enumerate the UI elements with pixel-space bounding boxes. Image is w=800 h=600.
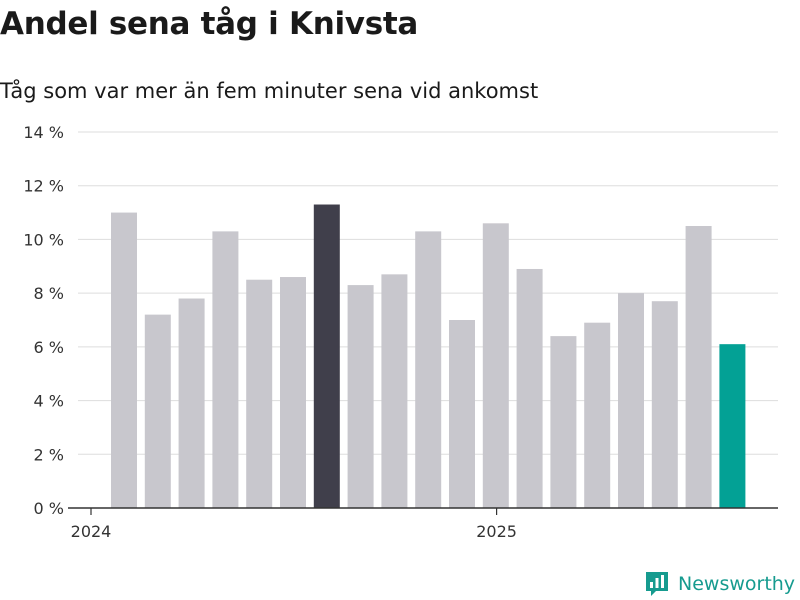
y-tick-label: 0 % <box>34 499 64 518</box>
bar-2024-10 <box>415 231 442 508</box>
y-axis-ticks: 0 % 2 % 4 % 6 % 8 % 10 % 12 % 14 % <box>23 123 64 518</box>
y-tick-label: 4 % <box>34 392 64 411</box>
bar-2024-06 <box>280 277 306 508</box>
bar-2025-05 <box>651 301 678 508</box>
bar-2025-06 <box>685 226 712 508</box>
chart-subtitle: Tåg som var mer än fem minuter sena vid … <box>0 79 539 103</box>
bar-2024-07 <box>313 204 340 508</box>
bar-2024-05 <box>246 279 273 508</box>
brand-name: Newsworthy <box>678 573 796 595</box>
y-tick-label: 6 % <box>34 338 64 357</box>
bar-2025-07 <box>719 344 746 508</box>
chart-title: Andel sena tåg i Knivsta <box>0 6 419 42</box>
bar-2024-04 <box>212 231 239 508</box>
y-tick-label: 2 % <box>34 445 64 464</box>
newsworthy-logo-icon <box>646 572 668 596</box>
bar-2025-04 <box>618 293 644 508</box>
bar-2024-09 <box>381 274 408 508</box>
brand-logo: Newsworthy <box>644 570 795 598</box>
y-tick-label: 12 % <box>23 177 64 196</box>
bars <box>111 204 746 509</box>
bar-2024-03 <box>178 298 205 508</box>
x-axis: 2024 2025 <box>68 507 778 541</box>
x-tick-label: 2025 <box>476 522 517 541</box>
bar-2025-01 <box>516 268 543 508</box>
y-tick-label: 14 % <box>23 123 64 142</box>
bar-2024-08 <box>347 285 374 508</box>
bar-2024-02 <box>144 314 171 508</box>
y-tick-label: 8 % <box>34 284 64 303</box>
bar-2025-02 <box>550 336 577 508</box>
bar-2024-12 <box>482 223 509 509</box>
bar-2025-03 <box>584 322 611 508</box>
y-tick-label: 10 % <box>23 230 64 249</box>
bar-chart: 0 % 2 % 4 % 6 % 8 % 10 % 12 % 14 % 2024 2025 <box>23 123 778 541</box>
bar-2024-01 <box>111 212 137 509</box>
x-tick-label: 2024 <box>71 522 112 541</box>
bar-2024-11 <box>449 320 475 508</box>
